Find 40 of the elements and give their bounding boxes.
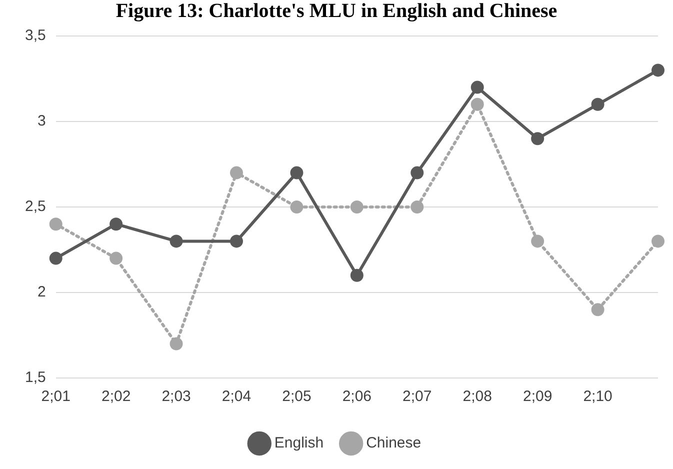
legend-label: Chinese: [366, 434, 422, 452]
x-tick-label: 2;02: [101, 388, 131, 406]
point: [470, 98, 484, 111]
point: [350, 268, 364, 282]
x-tick-label: 2;06: [342, 388, 372, 406]
y-tick-label: 1,5: [24, 369, 46, 386]
y-tick-label: 2,5: [24, 198, 46, 216]
point: [531, 234, 544, 248]
legend-label: English: [274, 434, 324, 452]
x-tick-label: 2;05: [282, 388, 312, 406]
point: [531, 132, 544, 146]
point: [410, 200, 424, 214]
x-tick-label: 2;10: [583, 388, 612, 406]
point: [470, 80, 484, 94]
point: [230, 234, 243, 248]
x-tick-label: 2;07: [402, 388, 432, 406]
x-tick-label: 2;01: [41, 388, 70, 406]
point: [110, 218, 123, 231]
x-tick-label: 2;03: [162, 388, 191, 406]
point: [170, 337, 183, 350]
point: [350, 200, 364, 214]
point: [49, 252, 62, 265]
x-tick-label: 2;09: [522, 388, 552, 406]
point: [290, 166, 304, 180]
chart-title: Figure 13: Charlotte's MLU in English and Chinese: [116, 0, 558, 22]
point: [652, 234, 664, 248]
y-tick-label: 3: [38, 112, 46, 130]
point: [652, 64, 664, 77]
y-tick-label: 2: [38, 284, 46, 301]
point: [591, 98, 604, 111]
y-tick-label: 3,5: [24, 27, 46, 44]
point: [170, 234, 183, 248]
point: [410, 166, 424, 180]
x-tick-label: 2;04: [222, 388, 252, 406]
point: [290, 200, 304, 214]
point: [49, 218, 62, 231]
point: [591, 303, 604, 316]
point: [110, 252, 123, 265]
point: [230, 166, 243, 180]
x-tick-label: 2;08: [462, 388, 492, 406]
